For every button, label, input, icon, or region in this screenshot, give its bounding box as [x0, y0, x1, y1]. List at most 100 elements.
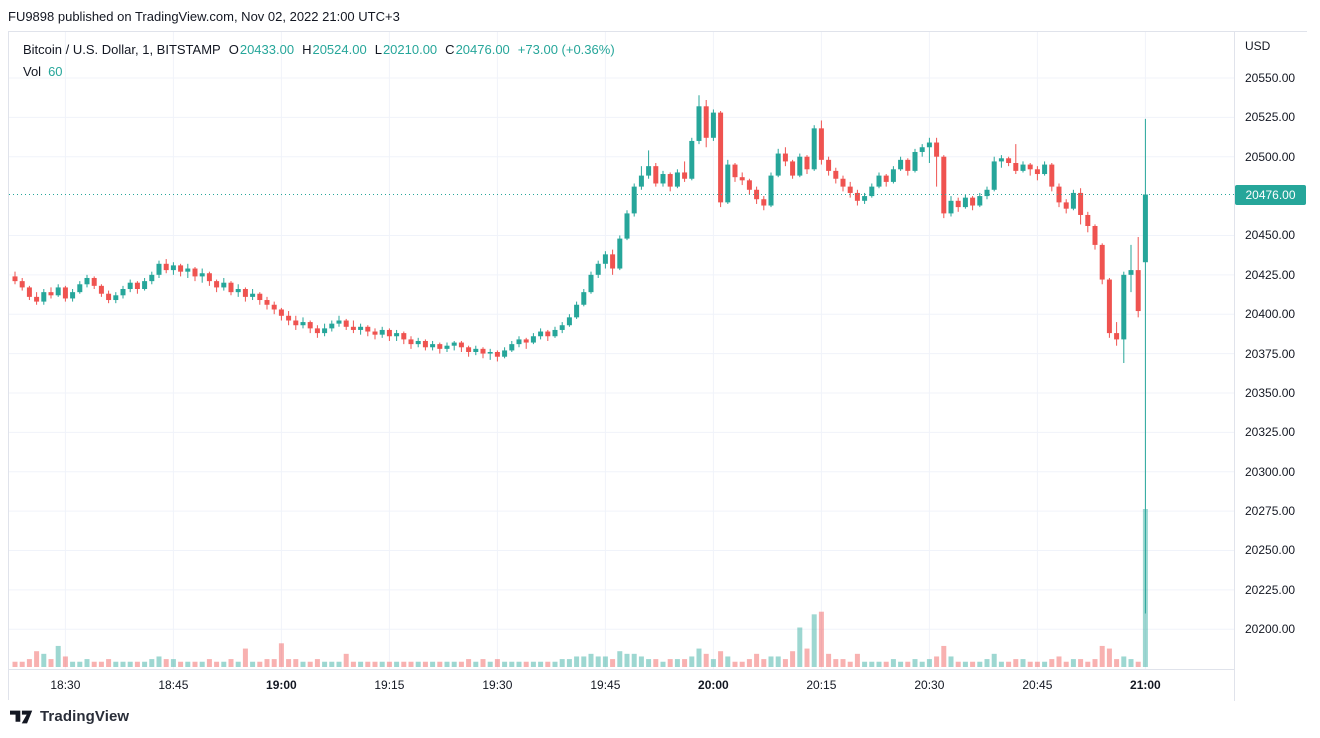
volume-bar — [358, 661, 364, 667]
candle-body — [761, 199, 767, 206]
candle-body — [437, 344, 443, 349]
tradingview-logo-icon — [10, 710, 33, 723]
price-axis-label: 20425.00 — [1245, 267, 1296, 282]
currency-unit-label: USD — [1245, 39, 1271, 53]
volume-bar — [430, 661, 436, 667]
ohlc-pair: C 20476.00 — [445, 39, 510, 60]
candle-body — [1027, 164, 1033, 170]
volume-bar — [581, 656, 587, 667]
current-price-badge: 20476.00 — [1235, 184, 1306, 205]
candle-body — [127, 282, 133, 289]
candle-body — [264, 300, 270, 305]
candle-body — [1078, 192, 1084, 215]
volume-bar — [790, 651, 796, 667]
volume-bar — [912, 659, 918, 667]
volume-bar — [271, 659, 277, 667]
candle-body — [372, 331, 378, 335]
candle-body — [833, 170, 839, 179]
candle-body — [1128, 270, 1134, 275]
candle-body — [696, 106, 702, 141]
candle-body — [566, 317, 572, 326]
volume-bar — [170, 659, 176, 667]
candle-body — [386, 329, 392, 337]
candle-body — [430, 344, 436, 348]
time-axis-label: 18:30 — [50, 678, 81, 692]
volume-bar — [862, 661, 868, 667]
volume-bar — [768, 656, 774, 667]
symbol-title[interactable]: Bitcoin / U.S. Dollar, 1, BITSTAMP — [23, 42, 221, 57]
candle-body — [422, 340, 428, 348]
candle-body — [286, 315, 292, 321]
time-axis-label: 20:45 — [1022, 678, 1053, 692]
candle-body — [293, 320, 299, 326]
candle-body — [343, 320, 349, 327]
candle-body — [451, 342, 457, 346]
volume-bar — [869, 661, 875, 667]
price-axis-label: 20525.00 — [1245, 110, 1296, 125]
candle-body — [84, 277, 90, 285]
volume-bar — [379, 661, 385, 667]
volume-bar — [458, 661, 464, 667]
volume-bar — [898, 661, 904, 667]
candle-body — [646, 166, 652, 176]
candle-body — [91, 277, 97, 286]
candle-body — [941, 156, 947, 214]
candle-body — [739, 177, 745, 181]
candle-body — [199, 273, 205, 277]
candle-body — [991, 161, 997, 190]
volume-bar — [746, 659, 752, 667]
candle-body — [847, 186, 853, 193]
tradingview-logo[interactable]: TradingView — [10, 708, 129, 725]
candle-body — [401, 333, 407, 340]
time-axis[interactable]: 18:30 18:45 19:00 19:15 19:30 19:45 20:00 20:15… — [9, 669, 1308, 701]
ohlc-pair: H 20524.00 — [302, 39, 367, 60]
time-axis-label: 19:15 — [374, 678, 405, 692]
volume-bar — [1034, 661, 1040, 667]
volume-bar — [98, 661, 104, 667]
candle-body — [1049, 164, 1055, 187]
candle-body — [804, 156, 810, 170]
symbol-header: Bitcoin / U.S. Dollar, 1, BITSTAMP O 2043… — [23, 39, 615, 82]
candle-body — [559, 325, 565, 330]
volume-bar — [1128, 659, 1134, 667]
price-axis[interactable]: USD 20476.00 20550.00 20525.00 20500.00 204… — [1234, 32, 1308, 701]
volume-bar — [941, 645, 947, 667]
candle-body — [674, 172, 680, 187]
ohlc-label: C — [445, 42, 455, 57]
candle-body — [1135, 270, 1141, 312]
candle-body — [588, 274, 594, 293]
volume-bar — [926, 659, 932, 667]
volume-bar — [235, 661, 241, 667]
time-axis-label: 20:00 — [698, 678, 729, 692]
chart-plot-area[interactable] — [9, 32, 1234, 669]
volume-bar — [322, 661, 328, 667]
volume-bar — [1013, 659, 1019, 667]
price-chart-canvas[interactable] — [9, 32, 1234, 669]
candle-body — [178, 265, 184, 272]
candle-body — [365, 326, 371, 332]
candle-body — [905, 159, 911, 171]
candle-body — [926, 142, 932, 148]
volume-bar — [998, 661, 1004, 667]
volume-bar — [466, 659, 472, 667]
volume-bar — [574, 656, 580, 667]
volume-bar — [602, 656, 608, 667]
price-axis-label: 20550.00 — [1245, 70, 1296, 85]
volume-bar — [718, 651, 724, 667]
candle-body — [300, 322, 306, 326]
volume-bar — [286, 659, 292, 667]
candle-body — [329, 323, 335, 329]
volume-bar — [523, 661, 529, 667]
volume-bar — [682, 659, 688, 667]
volume-bar — [1099, 645, 1105, 667]
ohlc-value: 20524.00 — [312, 42, 367, 57]
candle-body — [156, 263, 162, 275]
candle-body — [242, 289, 248, 297]
candle-body — [797, 156, 803, 176]
candle-body — [70, 292, 76, 299]
volume-bar — [977, 661, 983, 667]
candle-body — [725, 164, 731, 203]
candle-body — [228, 282, 234, 293]
volume-bar — [545, 661, 551, 667]
volume-bar — [638, 656, 644, 667]
